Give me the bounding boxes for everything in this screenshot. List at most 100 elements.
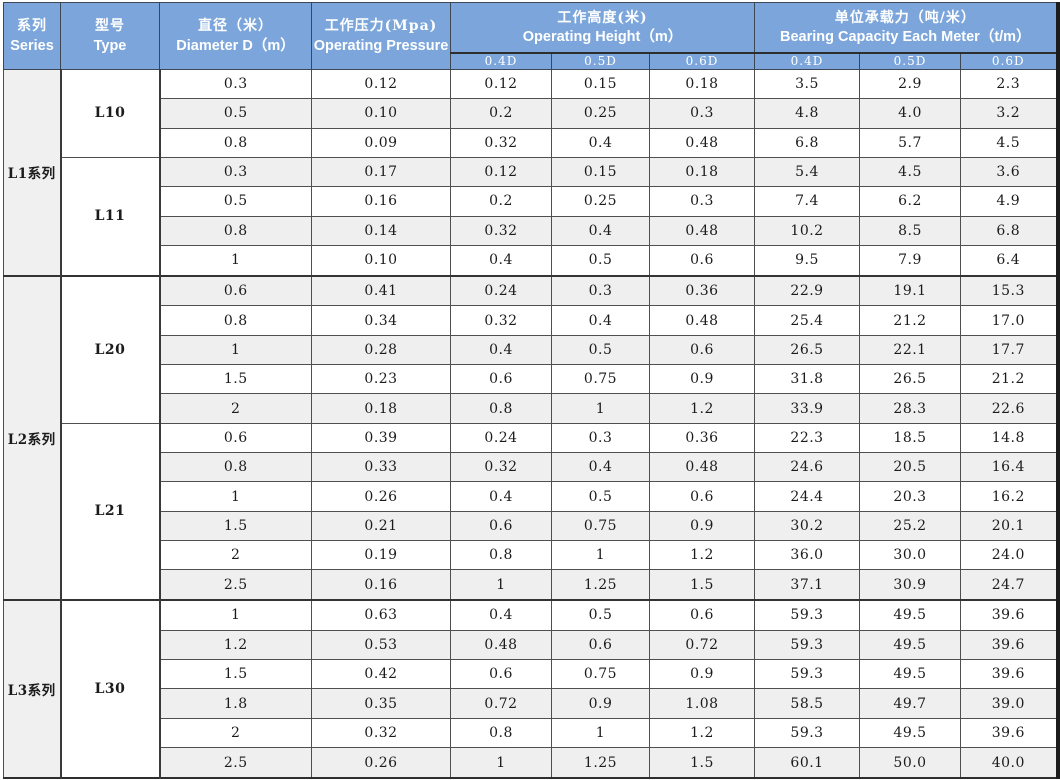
cell-diameter: 1.5 [159,659,312,690]
header-pressure: 工作压力(Mpa) Operating Pressure [311,2,451,70]
cell-diameter: 0.8 [159,127,312,158]
cell-pressure: 0.10 [311,98,451,129]
cell-height-04d: 1 [450,747,552,779]
cell-height-05d: 0.5 [551,481,650,512]
table-row: L2系列 L20 0.6 0.41 0.24 0.3 0.36 22.9 19.1 15.3 [3,274,1059,601]
cell-pressure: 0.21 [311,510,451,542]
cell-capacity-06d: 15.3 [960,274,1059,307]
cell-capacity-04d: 9.5 [754,244,861,277]
header-series-zh: 系列 [17,18,47,35]
header-diameter-en: Diameter D（m） [176,37,295,54]
cell-height-04d: 0.32 [450,452,552,483]
cell-capacity-05d: 28.3 [859,393,962,424]
cell-height-06d: 0.18 [648,156,756,188]
cell-diameter: 2 [159,717,312,749]
cell-height-04d: 0.24 [450,274,552,307]
cell-height-06d: 0.18 [648,68,756,100]
cell-pressure: 0.28 [311,334,451,366]
header-series: 系列 Series [3,2,61,70]
header-operating-height: 工作高度(米) Operating Height（m） [449,2,756,53]
table-row: 1.5 0.42 0.6 0.75 0.9 59.3 49.5 39.6 [4,659,1059,690]
header-operating-height-zh: 工作高度(米) [557,9,648,26]
cell-pressure: 0.16 [311,186,451,217]
cell-capacity-05d: 50.0 [859,747,962,779]
table-header: 系列 Series 型号 Type 直径（米） Diameter D（m） 工作… [3,2,1059,70]
cell-diameter: 1.5 [159,364,312,395]
type-cell: L21 [60,422,161,601]
cell-height-06d: 1.2 [648,393,756,424]
cell-height-04d: 0.4 [450,244,552,277]
table-row: 0.8 0.33 0.32 0.4 0.48 24.6 20.5 16.4 [4,452,1059,483]
cell-height-05d: 0.25 [551,98,650,129]
cell-height-04d: 0.32 [450,215,552,246]
table-row: 1.5 0.23 0.6 0.75 0.9 31.8 26.5 21.2 [4,364,1059,395]
table-row: 2 0.18 0.8 1 1.2 33.9 28.3 22.6 [4,393,1059,424]
table-row: L11 0.3 0.17 0.12 0.15 0.18 5.4 4.5 3.6 [4,156,1059,277]
cell-diameter: 1 [159,599,312,631]
cell-capacity-05d: 5.7 [859,127,962,158]
cell-capacity-04d: 25.4 [754,305,861,336]
cell-capacity-05d: 49.5 [859,629,962,661]
cell-capacity-06d: 16.2 [960,481,1059,512]
cell-height-06d: 1.2 [648,539,756,571]
table-row: 0.8 0.34 0.32 0.4 0.48 25.4 21.2 17.0 [4,305,1059,336]
header-bearing-capacity-en: Bearing Capacity Each Meter（t/m） [779,28,1031,45]
cell-height-05d: 0.3 [551,274,650,307]
type-cell: L30 [60,599,161,779]
cell-capacity-06d: 17.0 [960,305,1059,336]
cell-height-04d: 0.72 [450,688,552,719]
cell-height-04d: 0.6 [450,659,552,690]
cell-capacity-04d: 60.1 [754,747,861,779]
cell-capacity-05d: 49.5 [859,659,962,690]
cell-height-04d: 0.8 [450,717,552,749]
table-row: 1 0.26 0.4 0.5 0.6 24.4 20.3 16.2 [4,481,1059,512]
spec-table: 系列 Series 型号 Type 直径（米） Diameter D（m） 工作… [3,2,1060,779]
cell-height-05d: 1 [551,393,650,424]
cell-pressure: 0.39 [311,422,451,454]
table-row: 2 0.32 0.8 1 1.2 59.3 49.5 39.6 [4,717,1059,749]
cell-capacity-06d: 39.0 [960,688,1059,719]
cell-height-05d: 0.25 [551,186,650,217]
cell-height-05d: 0.5 [551,244,650,277]
cell-capacity-05d: 20.3 [859,481,962,512]
cell-pressure: 0.12 [311,68,451,100]
cell-height-05d: 0.6 [551,629,650,661]
cell-capacity-04d: 6.8 [754,127,861,158]
cell-capacity-04d: 30.2 [754,510,861,542]
cell-capacity-05d: 18.5 [859,422,962,454]
cell-diameter: 1 [159,481,312,512]
cell-capacity-06d: 21.2 [960,364,1059,395]
cell-capacity-04d: 3.5 [754,68,861,100]
cell-capacity-04d: 26.5 [754,334,861,366]
cell-diameter: 0.6 [159,422,312,454]
header-type-zh: 型号 [95,18,125,35]
cell-pressure: 0.18 [311,393,451,424]
cell-capacity-06d: 6.4 [960,244,1059,277]
cell-capacity-06d: 40.0 [960,747,1059,779]
subheader-height-05d: 0.5D [551,51,650,70]
header-operating-height-en: Operating Height（m） [522,28,683,45]
cell-pressure: 0.41 [311,274,451,307]
cell-height-06d: 0.36 [648,422,756,454]
cell-capacity-04d: 7.4 [754,186,861,217]
cell-height-04d: 0.4 [450,599,552,631]
cell-height-06d: 0.48 [648,215,756,246]
cell-capacity-05d: 49.7 [859,688,962,719]
cell-capacity-06d: 4.5 [960,127,1059,158]
cell-capacity-05d: 19.1 [859,274,962,307]
cell-height-05d: 0.15 [551,156,650,188]
subheader-height-04d: 0.4D [450,51,552,70]
cell-diameter: 1.2 [159,629,312,661]
cell-capacity-06d: 22.6 [960,393,1059,424]
cell-diameter: 2.5 [159,747,312,779]
table-row: L3系列 L30 1 0.63 0.4 0.5 0.6 59.3 49.5 39.6 [3,599,1059,779]
cell-diameter: 0.3 [159,156,312,188]
cell-pressure: 0.09 [311,127,451,158]
cell-pressure: 0.63 [311,599,451,631]
cell-pressure: 0.34 [311,305,451,336]
header-type: 型号 Type [60,2,160,70]
header-series-en: Series [10,37,54,54]
cell-capacity-04d: 22.3 [754,422,861,454]
cell-diameter: 2 [159,539,312,571]
